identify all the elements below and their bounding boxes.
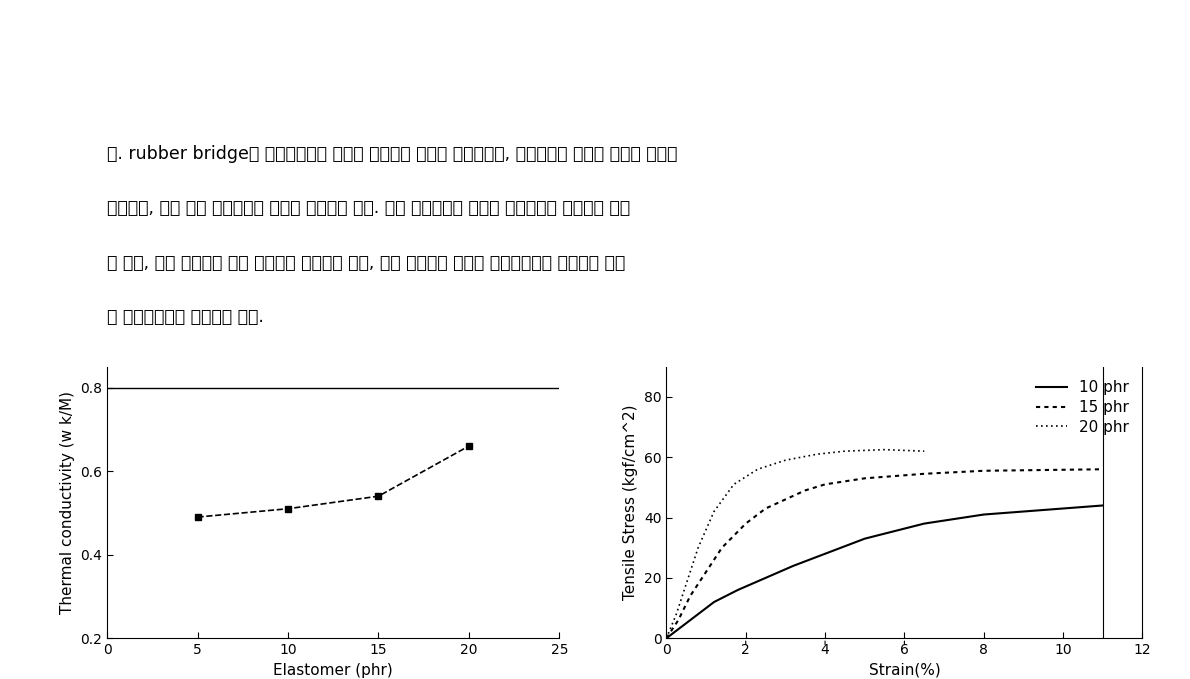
15 phr [671,616,685,624]
Legend: 10 phr, 15 phr, 20 phr: 10 phr, 15 phr, 20 phr [1029,374,1135,441]
20 phr [838,447,852,455]
20 phr [669,610,683,618]
15 phr [858,474,872,482]
10 phr [675,622,689,630]
X-axis label: Elastomer (phr): Elastomer (phr) [274,663,393,678]
X-axis label: Strain(%): Strain(%) [869,663,940,678]
Text: 일어나고, 변형 후에 엘라스토머 입자가 끓어지게 된다. 이때 엘라스토머 입자가 끓어지는데 에너지가 소요: 일어나고, 변형 후에 엘라스토머 입자가 끓어지게 된다. 이때 엘라스토머 … [107,199,631,217]
15 phr [778,496,793,504]
15 phr [715,544,729,552]
20 phr [659,634,674,642]
10 phr [691,610,706,618]
15 phr [739,519,753,528]
10 phr [731,586,745,594]
10 phr [787,562,801,570]
15 phr [758,504,772,513]
20 phr [691,544,706,552]
10 phr [917,519,932,528]
20 phr [778,456,793,464]
10 phr [758,574,772,582]
Text: 가 되며, 결국 파괴면에 탄성 에너지를 저장하게 되며, 이는 에폭시가 파괴시 비가역적으로 분산하게 됨으: 가 되며, 결국 파괴면에 탄성 에너지를 저장하게 되며, 이는 에폭시가 파… [107,253,626,272]
Text: 로 파괴에너지가 높아지게 된다.: 로 파괴에너지가 높아지게 된다. [107,308,264,326]
15 phr [1096,465,1110,473]
Line: 10 phr: 10 phr [666,505,1103,638]
Text: 다. rubber bridge란 엘라스토머의 입자는 내부에서 크랙이 진행될수록, 크랙사이의 개질재 입자는 변형이: 다. rubber bridge란 엘라스토머의 입자는 내부에서 크랙이 진행… [107,145,677,163]
20 phr [727,480,741,488]
15 phr [818,480,832,488]
10 phr [1056,504,1070,513]
20 phr [707,507,721,515]
10 phr [818,550,832,558]
10 phr [1096,501,1110,509]
10 phr [707,598,721,606]
20 phr [751,465,765,473]
15 phr [659,634,674,642]
10 phr [858,534,872,543]
20 phr [810,450,825,458]
15 phr [798,486,813,494]
Line: 20 phr: 20 phr [666,449,925,638]
15 phr [683,592,697,600]
20 phr [877,445,891,454]
Y-axis label: Thermal conductivity (w k/M): Thermal conductivity (w k/M) [60,391,75,614]
Line: 15 phr: 15 phr [666,469,1103,638]
15 phr [917,470,932,478]
15 phr [977,466,991,475]
20 phr [679,580,694,588]
Y-axis label: Tensile Stress (kgf/cm^2): Tensile Stress (kgf/cm^2) [624,405,638,600]
20 phr [917,447,932,455]
15 phr [699,568,713,576]
10 phr [659,634,674,642]
10 phr [977,511,991,519]
